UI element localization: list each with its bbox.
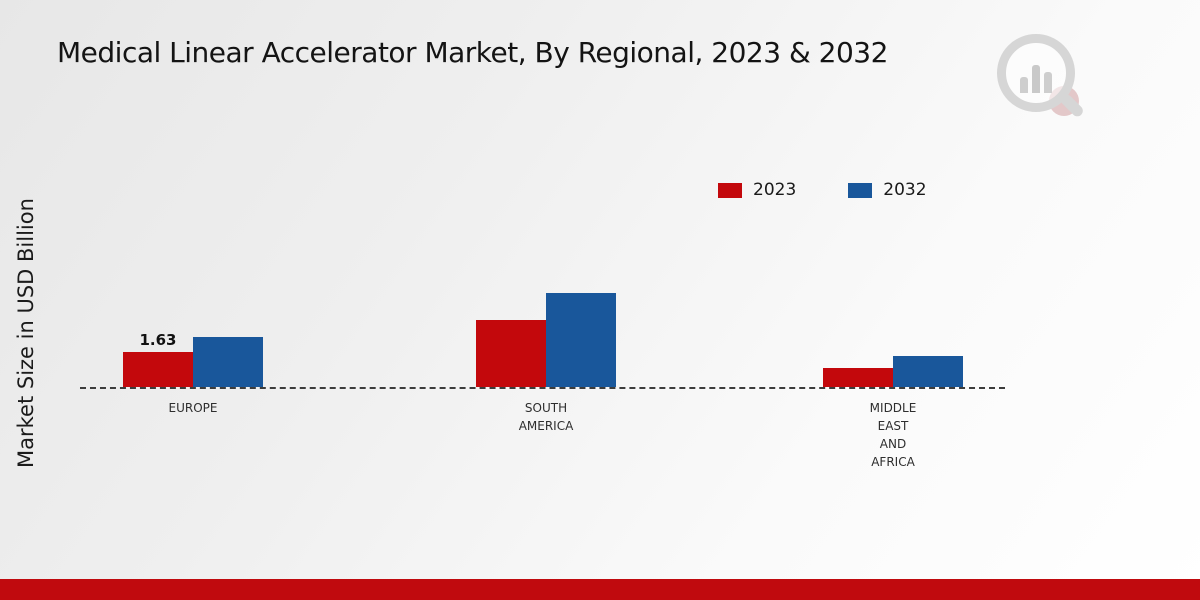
category-label-south-america: SOUTH AMERICA (518, 401, 574, 433)
bar-2023-europe: 1.63 (123, 331, 193, 387)
bar-value-label-europe: 1.63 (139, 331, 177, 349)
footer-bar (0, 579, 1200, 600)
logo-chart-bar-icon (1032, 65, 1040, 93)
y-axis-label: Market Size in USD Billion (14, 198, 38, 468)
category-label-europe: EUROPE (168, 401, 218, 415)
legend-swatch-2032 (848, 182, 873, 198)
plot-area: 1.63 EUROPE SOUTH AMERICA MIDDLE EAST AND A… (80, 150, 1005, 469)
logo-chart-bar-icon (1020, 77, 1028, 93)
bar-group-south-america: SOUTH AMERICA (476, 150, 616, 433)
category-label-middle-east-and-africa: MIDDLE EAST AND AFRICA (869, 401, 917, 469)
legend-item-2032: 2032 (848, 180, 927, 200)
legend-item-2023: 2023 (718, 180, 796, 200)
bar-2032-europe (193, 336, 263, 387)
bar-2023-south-america (476, 320, 546, 387)
legend: 2023 2032 (718, 180, 927, 200)
bar-2032-south-america (546, 293, 616, 387)
legend-swatch-2023 (718, 182, 742, 198)
bar-group-europe: 1.63 EUROPE (123, 150, 263, 415)
bar-2032-middle-east-and-africa (893, 355, 963, 387)
brand-logo (995, 30, 1087, 122)
logo-chart-bar-icon (1044, 72, 1052, 93)
page-title: Medical Linear Accelerator Market, By Re… (57, 36, 888, 69)
legend-label-2023: 2023 (753, 180, 797, 200)
legend-label-2032: 2032 (883, 180, 927, 200)
bar-group-middle-east-and-africa: MIDDLE EAST AND AFRICA (823, 150, 963, 469)
bar-2023-middle-east-and-africa (823, 367, 893, 387)
